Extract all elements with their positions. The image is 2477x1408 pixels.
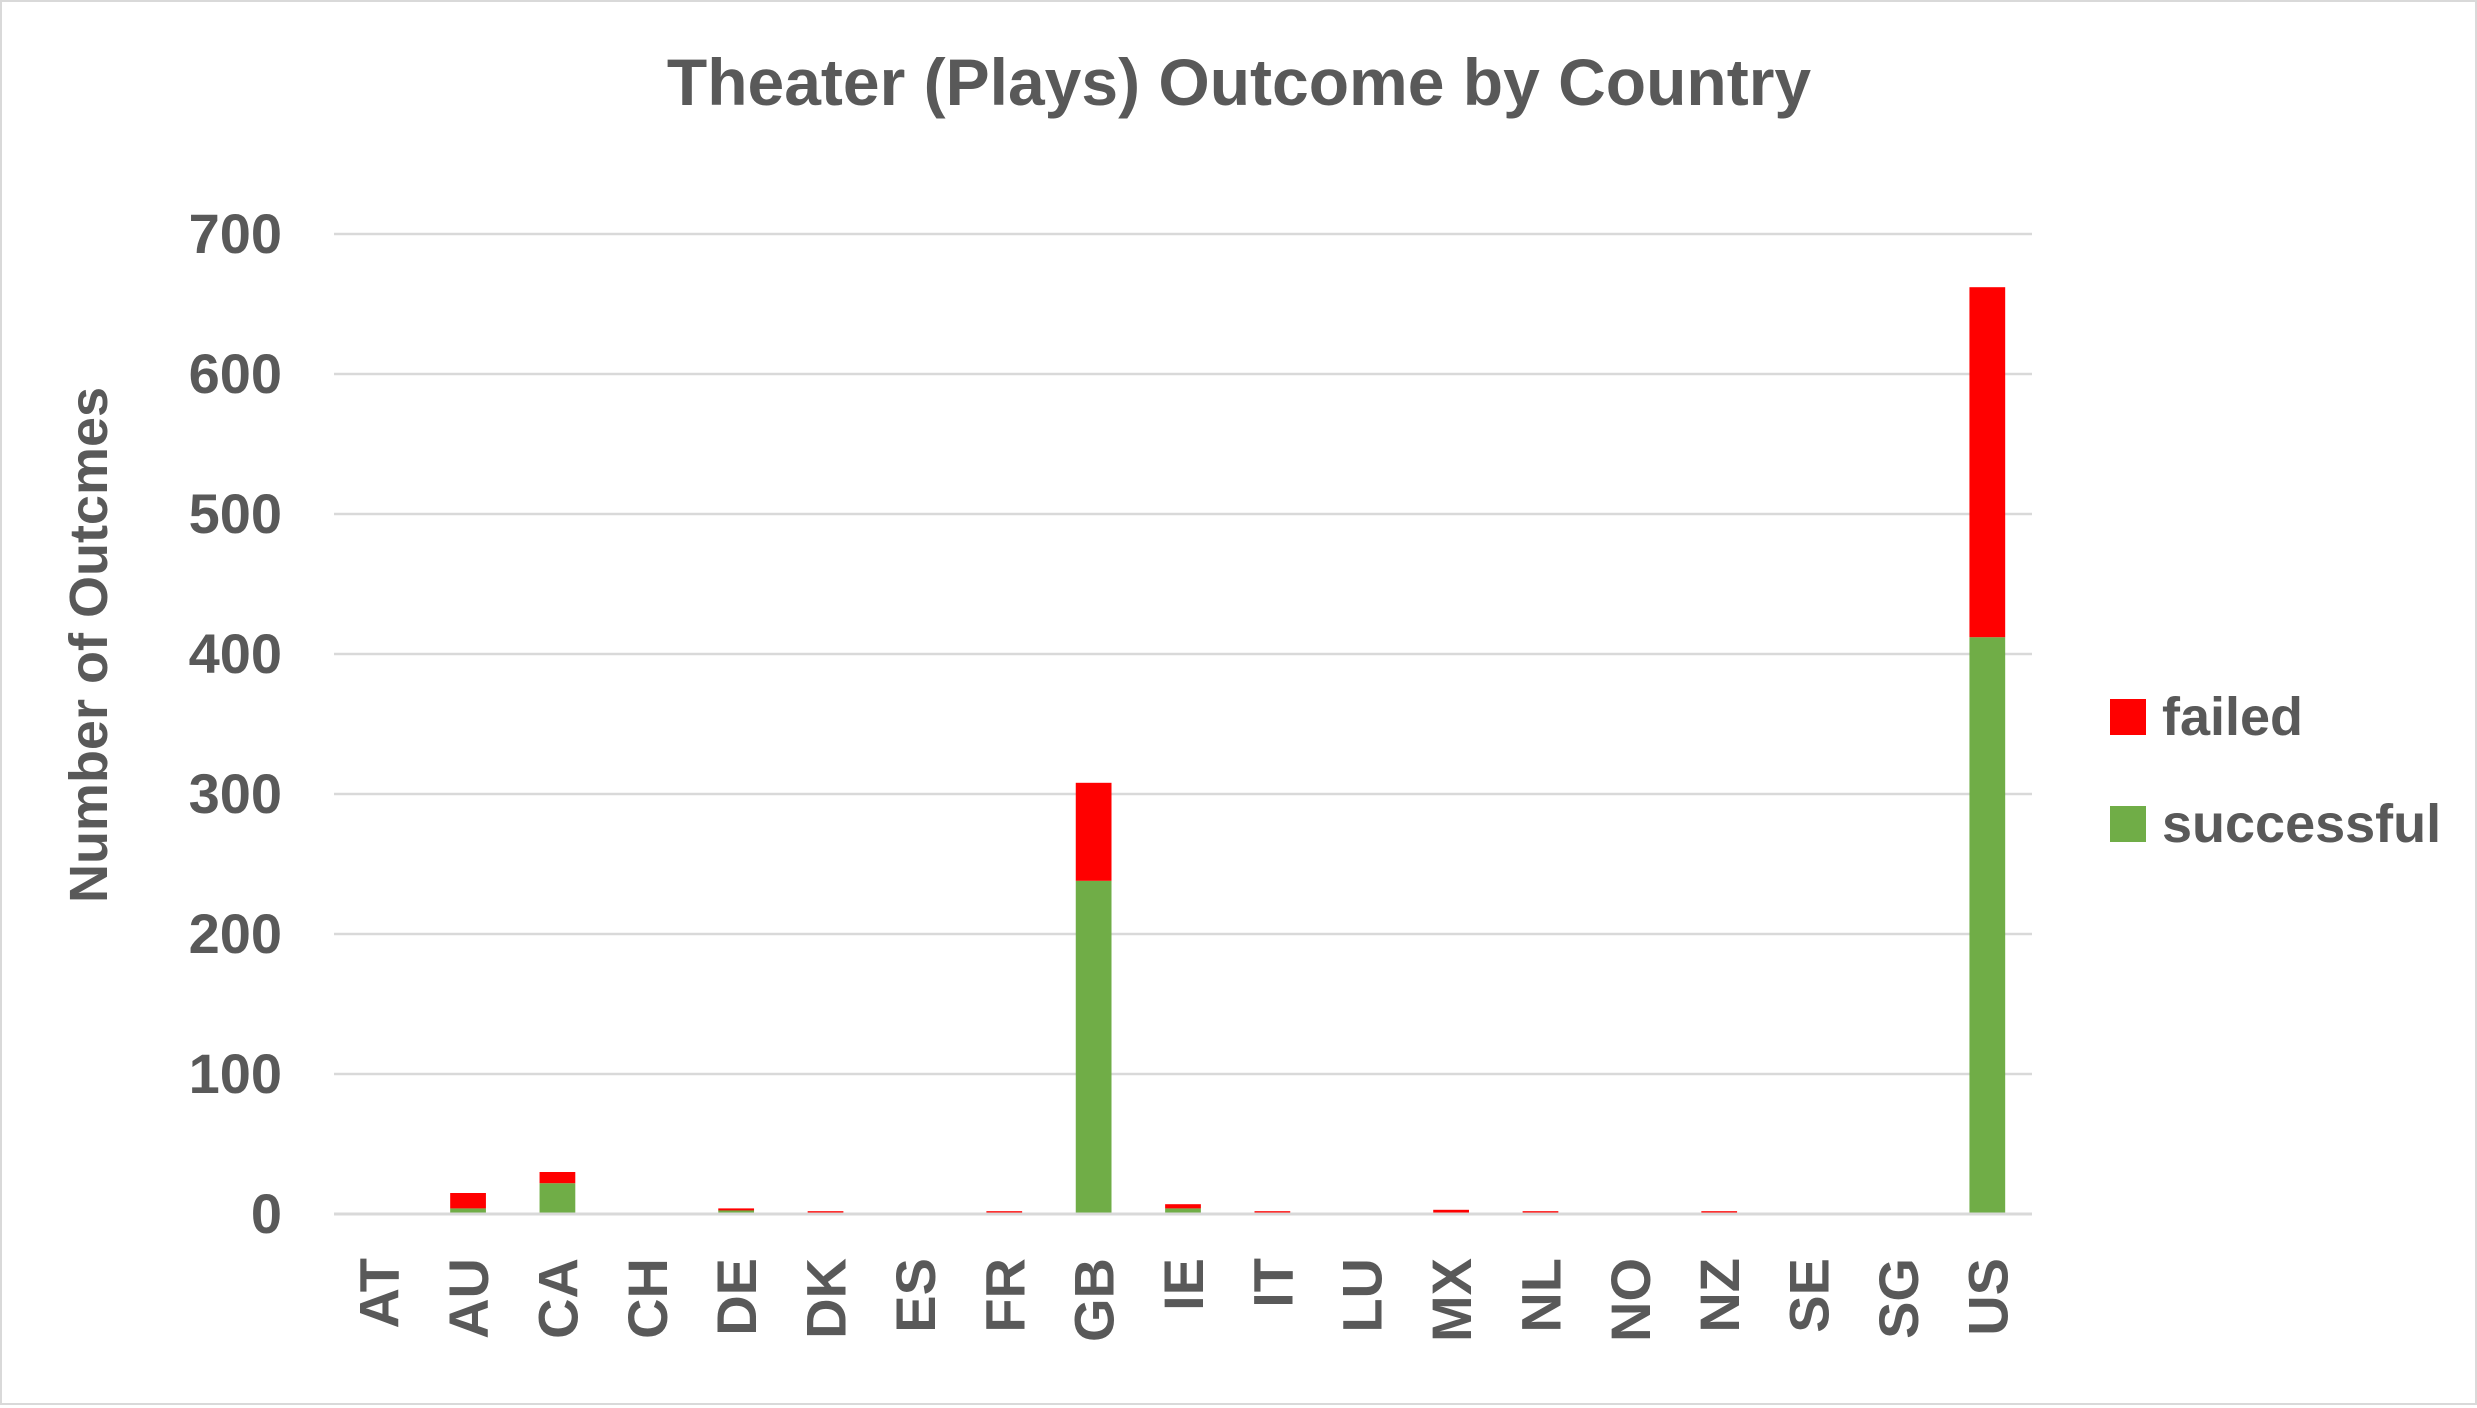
y-tick-label-600: 600: [189, 342, 282, 405]
legend-label-successful: successful: [2162, 794, 2441, 854]
bar-successful-AU: [450, 1208, 486, 1214]
x-tick-label-AU: AU: [437, 1258, 500, 1339]
x-tick-label-CH: CH: [616, 1258, 679, 1339]
x-tick-label-GB: GB: [1063, 1258, 1126, 1342]
bar-failed-CA: [539, 1172, 576, 1184]
x-tick-label-IE: IE: [1152, 1258, 1215, 1311]
legend: failed successful: [2110, 687, 2441, 854]
x-tick-label-ES: ES: [884, 1258, 947, 1333]
bars: [450, 287, 2006, 1214]
x-tick-label-AT: AT: [348, 1258, 411, 1329]
x-tick-label-NO: NO: [1599, 1258, 1662, 1342]
x-tick-label-DK: DK: [795, 1258, 858, 1339]
chart-title: Theater (Plays) Outcome by Country: [667, 45, 1812, 119]
x-tick-label-SE: SE: [1778, 1258, 1841, 1333]
y-tick-label-700: 700: [189, 202, 282, 265]
bar-failed-DE: [718, 1208, 755, 1211]
bar-failed-AU: [450, 1193, 486, 1209]
bar-failed-IE: [1165, 1204, 1201, 1209]
legend-swatch-failed: [2110, 699, 2146, 735]
bar-successful-CA: [539, 1183, 576, 1214]
x-tick-label-IT: IT: [1241, 1258, 1304, 1308]
x-tick-label-NL: NL: [1509, 1258, 1572, 1333]
bar-failed-MX: [1433, 1209, 1469, 1214]
y-axis-title: Number of Outcmes: [59, 387, 119, 903]
y-tick-label-200: 200: [189, 902, 282, 965]
legend-label-failed: failed: [2162, 687, 2303, 747]
y-tick-label-500: 500: [189, 482, 282, 545]
y-tick-label-0: 0: [251, 1182, 282, 1245]
x-tick-label-SG: SG: [1867, 1258, 1930, 1339]
y-tick-label-100: 100: [189, 1042, 282, 1105]
bar-failed-US: [1969, 287, 2006, 638]
x-tick-label-US: US: [1956, 1258, 2019, 1336]
gridlines: [334, 232, 2032, 1076]
bar-successful-IE: [1165, 1208, 1201, 1214]
y-axis-tick-labels: 0 100 200 300 400 500 600 700: [189, 202, 282, 1245]
bar-successful-US: [1969, 637, 2006, 1214]
x-tick-label-FR: FR: [973, 1258, 1036, 1333]
bar-failed-GB: [1075, 782, 1112, 881]
bar-successful-DE: [718, 1209, 755, 1214]
legend-swatch-successful: [2110, 806, 2146, 842]
y-tick-label-400: 400: [189, 622, 282, 685]
x-tick-label-CA: CA: [526, 1258, 589, 1339]
x-tick-label-LU: LU: [1331, 1258, 1394, 1333]
x-tick-label-MX: MX: [1420, 1258, 1483, 1342]
y-tick-label-300: 300: [189, 762, 282, 825]
x-axis-tick-labels: AT AU CA CH DE DK ES FR GB IE IT LU MX NL NO NZ SE SG US: [348, 1258, 2020, 1342]
x-tick-label-DE: DE: [705, 1258, 768, 1336]
bar-successful-GB: [1075, 880, 1112, 1214]
x-tick-label-NZ: NZ: [1688, 1258, 1751, 1333]
